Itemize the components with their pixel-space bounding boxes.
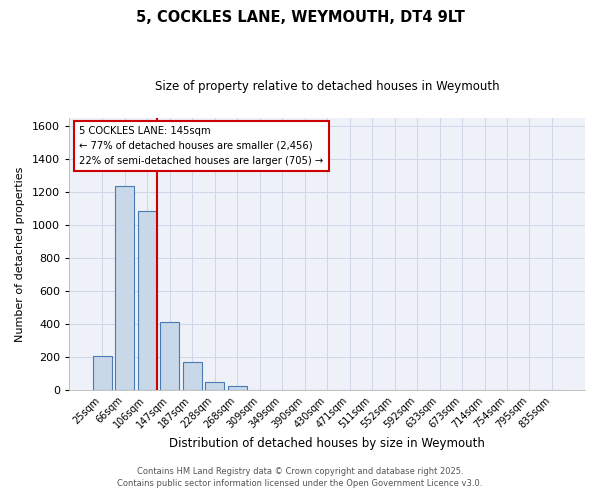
Title: Size of property relative to detached houses in Weymouth: Size of property relative to detached ho… <box>155 80 499 93</box>
X-axis label: Distribution of detached houses by size in Weymouth: Distribution of detached houses by size … <box>169 437 485 450</box>
Bar <box>182 362 202 390</box>
Y-axis label: Number of detached properties: Number of detached properties <box>15 166 25 342</box>
Bar <box>137 211 157 390</box>
Bar <box>115 186 134 390</box>
Text: Contains public sector information licensed under the Open Government Licence v3: Contains public sector information licen… <box>118 478 482 488</box>
Text: Contains HM Land Registry data © Crown copyright and database right 2025.: Contains HM Land Registry data © Crown c… <box>137 467 463 476</box>
Text: 5, COCKLES LANE, WEYMOUTH, DT4 9LT: 5, COCKLES LANE, WEYMOUTH, DT4 9LT <box>136 10 464 25</box>
Bar <box>92 356 112 390</box>
Text: 5 COCKLES LANE: 145sqm
← 77% of detached houses are smaller (2,456)
22% of semi-: 5 COCKLES LANE: 145sqm ← 77% of detached… <box>79 126 323 166</box>
Bar <box>227 386 247 390</box>
Bar <box>205 382 224 390</box>
Bar <box>160 322 179 390</box>
